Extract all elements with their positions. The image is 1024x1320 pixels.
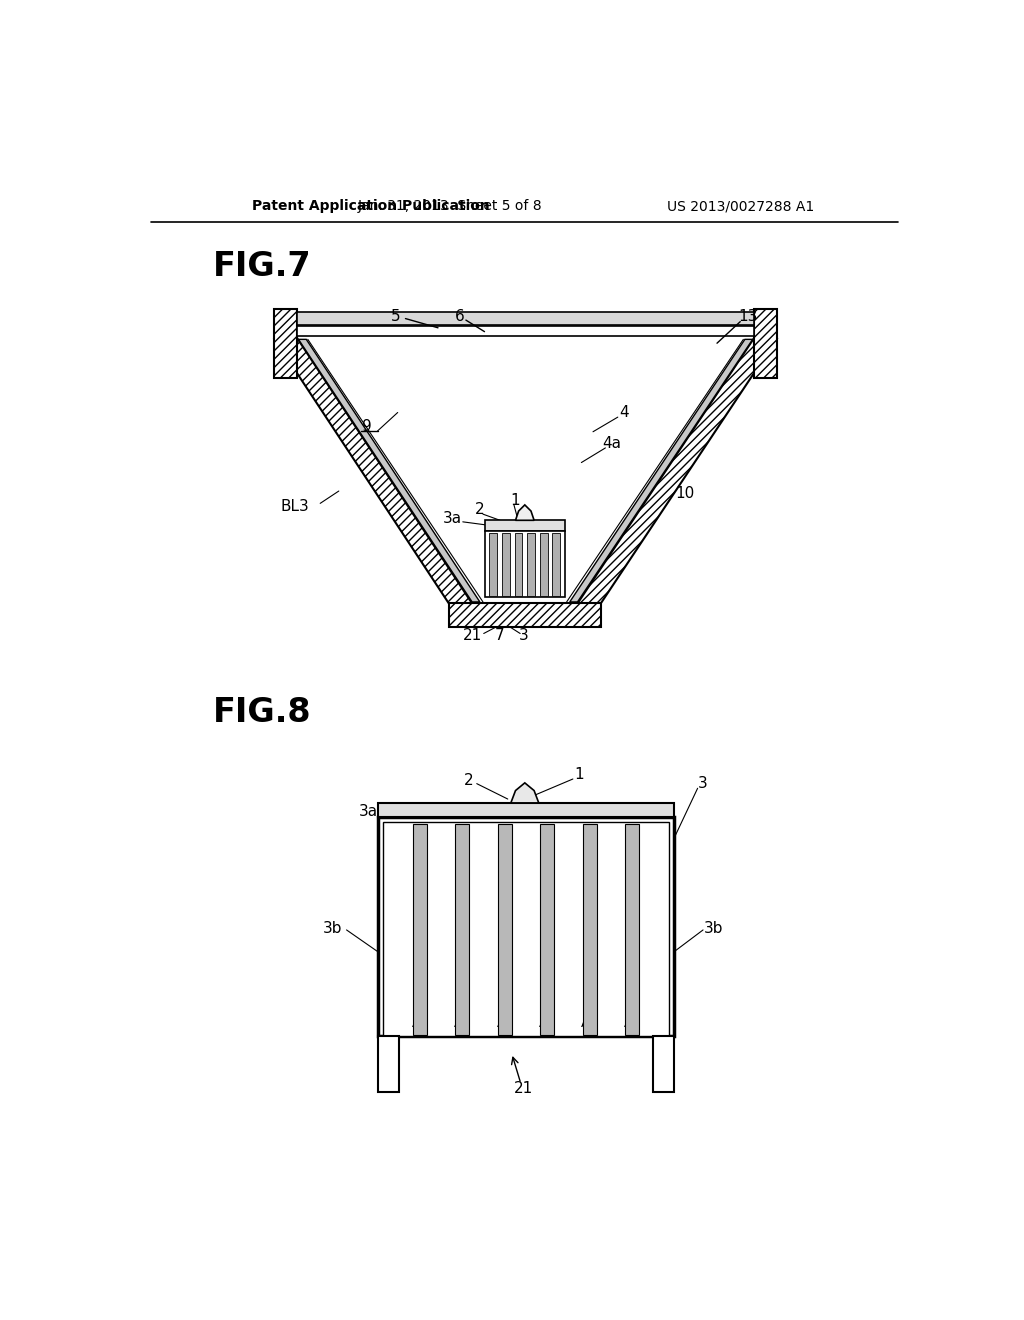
Bar — [378, 1036, 399, 1092]
Text: A1: A1 — [412, 1018, 428, 1031]
Text: 2: 2 — [475, 502, 484, 517]
Bar — [625, 824, 639, 1035]
Text: 3: 3 — [698, 776, 708, 791]
Text: Patent Application Publication: Patent Application Publication — [252, 199, 489, 213]
Bar — [502, 533, 510, 595]
Text: 4a: 4a — [602, 436, 622, 451]
Text: FIG.8: FIG.8 — [213, 697, 312, 729]
Bar — [527, 533, 535, 595]
Text: A2: A2 — [455, 1018, 471, 1031]
Polygon shape — [578, 338, 777, 603]
Text: 4: 4 — [620, 405, 629, 420]
Text: 5: 5 — [390, 309, 400, 323]
Text: US 2013/0027288 A1: US 2013/0027288 A1 — [667, 199, 814, 213]
Bar — [456, 824, 469, 1035]
Text: Jan. 31, 2013  Sheet 5 of 8: Jan. 31, 2013 Sheet 5 of 8 — [357, 199, 542, 213]
Text: 13: 13 — [738, 309, 758, 323]
Text: A5: A5 — [582, 1018, 598, 1031]
Polygon shape — [515, 506, 535, 520]
Bar — [553, 533, 560, 595]
Polygon shape — [511, 783, 539, 803]
Text: 3b: 3b — [323, 921, 342, 936]
Polygon shape — [299, 339, 480, 602]
Text: FIG.7: FIG.7 — [213, 249, 312, 282]
Bar — [484, 531, 565, 597]
Bar — [413, 824, 427, 1035]
Bar — [383, 822, 669, 1036]
Bar — [297, 326, 755, 335]
Polygon shape — [569, 339, 753, 602]
Text: 1: 1 — [574, 767, 584, 781]
Text: A3: A3 — [497, 1018, 513, 1031]
Text: 9: 9 — [361, 418, 372, 434]
Text: 6: 6 — [455, 309, 465, 323]
Polygon shape — [273, 338, 472, 603]
Text: 3a: 3a — [442, 511, 462, 527]
Bar — [652, 1036, 675, 1092]
Text: A6: A6 — [624, 1018, 640, 1031]
Text: 1: 1 — [511, 492, 520, 508]
Text: A4: A4 — [539, 1018, 555, 1031]
Bar — [583, 824, 597, 1035]
Text: 3b: 3b — [705, 921, 724, 936]
Bar — [297, 313, 755, 325]
Bar — [378, 817, 675, 1036]
Bar — [755, 309, 777, 378]
Bar — [498, 824, 512, 1035]
Bar — [540, 533, 548, 595]
Text: 10: 10 — [675, 486, 694, 500]
Bar — [484, 520, 565, 531]
Bar — [449, 603, 601, 627]
Text: 21: 21 — [514, 1081, 532, 1096]
Text: 3a: 3a — [358, 804, 378, 818]
Bar — [541, 824, 554, 1035]
Bar — [489, 533, 497, 595]
Text: 7: 7 — [496, 628, 505, 643]
Text: 3: 3 — [518, 628, 528, 643]
Bar — [515, 533, 522, 595]
Text: BL3: BL3 — [281, 499, 309, 513]
Text: 2: 2 — [464, 774, 474, 788]
Bar — [273, 309, 297, 378]
Bar — [378, 803, 675, 817]
Text: 21: 21 — [463, 628, 482, 643]
